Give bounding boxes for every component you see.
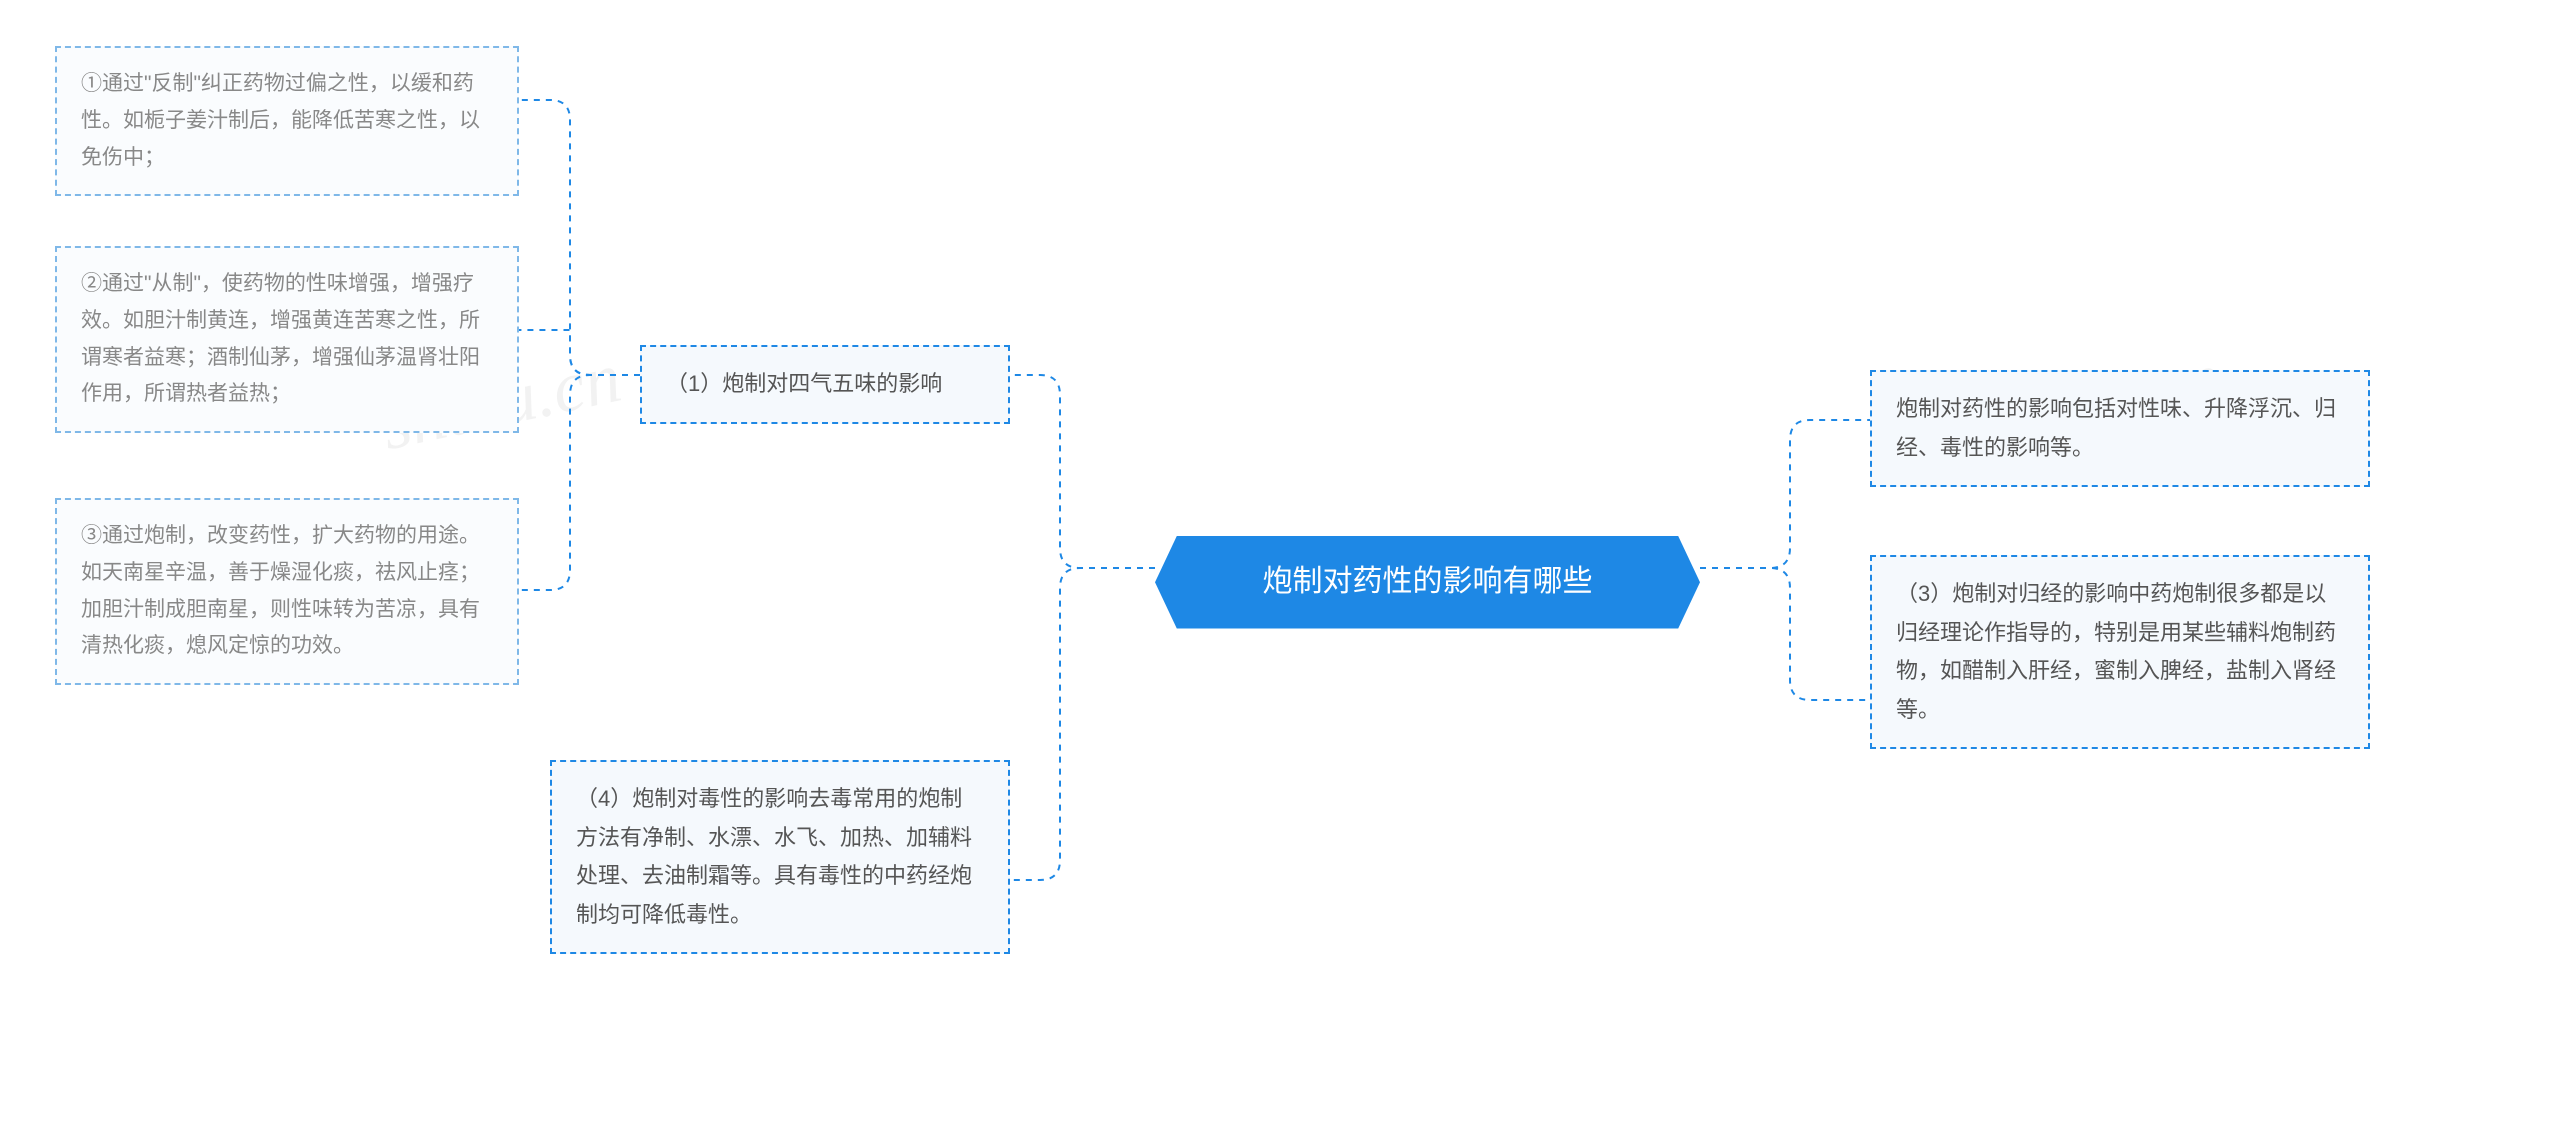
right-point3-text: （3）炮制对归经的影响中药炮制很多都是以归经理论作指导的，特别是用某些辅料炮制药… xyxy=(1896,581,2336,722)
left-sub1-box: ①通过"反制"纠正药物过偏之性，以缓和药性。如栀子姜汁制后，能降低苦寒之性，以免… xyxy=(55,46,519,196)
right-intro-text: 炮制对药性的影响包括对性味、升降浮沉、归经、毒性的影响等。 xyxy=(1896,396,2336,460)
left-point1-text: （1）炮制对四气五味的影响 xyxy=(666,371,942,396)
center-label: 炮制对药性的影响有哪些 xyxy=(1263,565,1593,598)
right-point3-box: （3）炮制对归经的影响中药炮制很多都是以归经理论作指导的，特别是用某些辅料炮制药… xyxy=(1870,555,2370,749)
left-sub2-text: ②通过"从制"，使药物的性味增强，增强疗效。如胆汁制黄连，增强黄连苦寒之性，所谓… xyxy=(81,272,480,405)
left-sub1-text: ①通过"反制"纠正药物过偏之性，以缓和药性。如栀子姜汁制后，能降低苦寒之性，以免… xyxy=(81,72,480,169)
left-point4-text: （4）炮制对毒性的影响去毒常用的炮制方法有净制、水漂、水飞、加热、加辅料处理、去… xyxy=(576,786,972,927)
left-sub2-box: ②通过"从制"，使药物的性味增强，增强疗效。如胆汁制黄连，增强黄连苦寒之性，所谓… xyxy=(55,246,519,433)
right-intro-box: 炮制对药性的影响包括对性味、升降浮沉、归经、毒性的影响等。 xyxy=(1870,370,2370,487)
center-node: 炮制对药性的影响有哪些 xyxy=(1155,536,1700,629)
left-point4-box: （4）炮制对毒性的影响去毒常用的炮制方法有净制、水漂、水飞、加热、加辅料处理、去… xyxy=(550,760,1010,954)
left-sub3-box: ③通过炮制，改变药性，扩大药物的用途。如天南星辛温，善于燥湿化痰，祛风止痉；加胆… xyxy=(55,498,519,685)
left-sub3-text: ③通过炮制，改变药性，扩大药物的用途。如天南星辛温，善于燥湿化痰，祛风止痉；加胆… xyxy=(81,524,480,657)
left-point1-box: （1）炮制对四气五味的影响 xyxy=(640,345,1010,424)
